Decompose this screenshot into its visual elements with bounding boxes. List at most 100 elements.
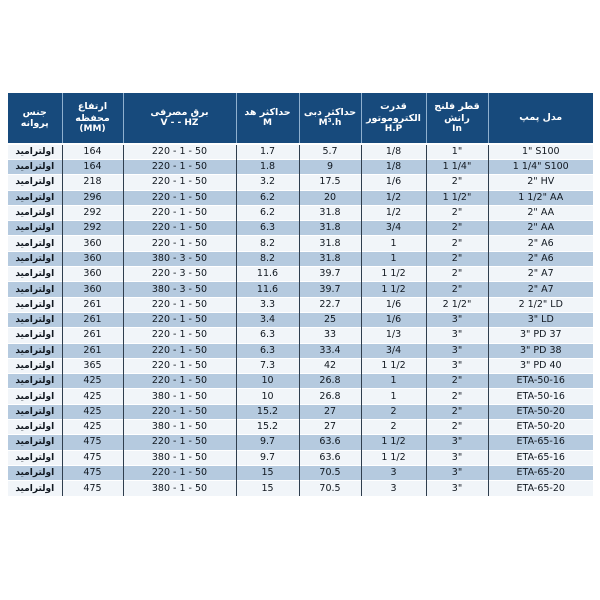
cell-max-flow: 33.4 [298, 342, 361, 359]
cell-discharge-flange-diameter: 3" [425, 327, 488, 344]
cell-power-supply: 220 - 1 - 50 [122, 327, 236, 344]
cell-discharge-flange-diameter: 2" [425, 403, 488, 420]
cell-power-supply: 220 - 1 - 50 [122, 342, 236, 359]
cell-impeller-material: اولترامید [8, 449, 62, 466]
cell-housing-height: 292 [61, 204, 123, 221]
col-header-max-flow: حداکثر دبی M³.h [298, 93, 361, 145]
cell-housing-height: 261 [61, 296, 123, 313]
cell-max-head: 6.3 [235, 327, 299, 344]
table-header: جنس پروانه ارتفاع محفظه (MM) برق مصرفی V… [8, 93, 593, 145]
cell-discharge-flange-diameter: 3" [425, 449, 488, 466]
pump-spec-table: جنس پروانه ارتفاع محفظه (MM) برق مصرفی V… [8, 93, 593, 497]
cell-max-head: 15 [235, 480, 299, 497]
cell-discharge-flange-diameter: 2" [425, 281, 488, 298]
cell-power-supply: 220 - 1 - 50 [122, 464, 236, 481]
col-label-en: M [263, 118, 272, 129]
cell-max-head: 11.6 [235, 266, 299, 282]
cell-housing-height: 475 [61, 449, 123, 466]
cell-max-head: 10 [235, 388, 299, 405]
table-row: اولترامید 164 220 - 1 - 50 1.8 9 1/8 1 1/4" 1 1… [8, 158, 593, 175]
cell-power-supply: 380 - 1 - 50 [122, 480, 236, 497]
cell-housing-height: 296 [61, 189, 123, 206]
cell-impeller-material: اولترامید [8, 311, 62, 328]
cell-discharge-flange-diameter: 1 1/2" [425, 189, 488, 206]
cell-housing-height: 425 [61, 373, 123, 389]
cell-max-flow: 33 [298, 327, 361, 344]
cell-motor-power: 1/6 [360, 311, 426, 328]
cell-impeller-material: اولترامید [8, 480, 62, 497]
cell-max-flow: 26.8 [298, 388, 361, 405]
cell-motor-power: 1 1/2 [360, 266, 426, 282]
cell-impeller-material: اولترامید [8, 342, 62, 359]
cell-motor-power: 1 1/2 [360, 434, 426, 451]
cell-housing-height: 425 [61, 388, 123, 405]
cell-max-head: 15.2 [235, 403, 299, 420]
cell-pump-model: 3" PD 37 [487, 327, 593, 344]
cell-discharge-flange-diameter: 2 1/2" [425, 296, 488, 313]
cell-housing-height: 425 [61, 419, 123, 435]
cell-motor-power: 1 [360, 388, 426, 405]
cell-housing-height: 261 [61, 311, 123, 328]
cell-max-head: 6.2 [235, 189, 299, 206]
cell-discharge-flange-diameter: 3" [425, 342, 488, 359]
cell-max-flow: 63.6 [298, 434, 361, 451]
cell-pump-model: 2" A7 [487, 281, 593, 298]
cell-power-supply: 220 - 1 - 50 [122, 220, 236, 236]
col-label-en: H.P [384, 124, 403, 134]
cell-power-supply: 220 - 1 - 50 [122, 373, 236, 389]
cell-max-flow: 5.7 [298, 143, 361, 160]
cell-housing-height: 292 [61, 220, 123, 236]
cell-impeller-material: اولترامید [8, 373, 62, 389]
cell-discharge-flange-diameter: 1 1/4" [425, 158, 488, 175]
header-row: جنس پروانه ارتفاع محفظه (MM) برق مصرفی V… [8, 93, 593, 145]
cell-max-head: 6.2 [235, 204, 299, 221]
cell-motor-power: 1/3 [360, 327, 426, 344]
cell-impeller-material: اولترامید [8, 296, 62, 313]
table-row: اولترامید 475 380 - 1 - 50 9.7 63.6 1 1/2 3" ET… [8, 449, 593, 466]
cell-pump-model: ETA-65-16 [487, 449, 593, 466]
table-row: اولترامید 261 220 - 1 - 50 6.3 33 1/3 3" 3" PD … [8, 327, 593, 344]
table-row: اولترامید 292 220 - 1 - 50 6.2 31.8 1/2 2" 2" A… [8, 204, 593, 221]
cell-pump-model: ETA-50-16 [487, 373, 593, 389]
cell-motor-power: 1 1/2 [360, 357, 426, 374]
cell-power-supply: 220 - 1 - 50 [122, 311, 236, 328]
cell-pump-model: ETA-65-20 [487, 464, 593, 481]
cell-discharge-flange-diameter: 3" [425, 357, 488, 374]
cell-pump-model: 2" A6 [487, 250, 593, 267]
cell-impeller-material: اولترامید [8, 281, 62, 298]
cell-housing-height: 425 [61, 403, 123, 420]
cell-discharge-flange-diameter: 2" [425, 174, 488, 191]
cell-max-head: 8.2 [235, 235, 299, 252]
cell-motor-power: 3 [360, 480, 426, 497]
cell-impeller-material: اولترامید [8, 235, 62, 252]
table-row: اولترامید 360 220 - 1 - 50 8.2 31.8 1 2" 2" A6 [8, 235, 593, 252]
cell-power-supply: 220 - 1 - 50 [122, 357, 236, 374]
cell-max-head: 3.3 [235, 296, 299, 313]
cell-pump-model: 3" PD 40 [487, 357, 593, 374]
cell-pump-model: ETA-50-20 [487, 419, 593, 435]
cell-power-supply: 380 - 3 - 50 [122, 281, 236, 298]
cell-power-supply: 220 - 1 - 50 [122, 189, 236, 206]
cell-discharge-flange-diameter: 3" [425, 480, 488, 497]
cell-max-head: 1.8 [235, 158, 299, 175]
cell-max-flow: 31.8 [298, 220, 361, 236]
cell-power-supply: 380 - 1 - 50 [122, 419, 236, 435]
table-row: اولترامید 425 380 - 1 - 50 15.2 27 2 2" ETA-50-… [8, 419, 593, 435]
cell-motor-power: 2 [360, 419, 426, 435]
cell-impeller-material: اولترامید [8, 158, 62, 175]
cell-discharge-flange-diameter: 2" [425, 220, 488, 236]
cell-impeller-material: اولترامید [8, 327, 62, 344]
cell-max-flow: 25 [298, 311, 361, 328]
cell-max-flow: 70.5 [298, 464, 361, 481]
cell-impeller-material: اولترامید [8, 357, 62, 374]
cell-housing-height: 360 [61, 235, 123, 252]
cell-power-supply: 220 - 1 - 50 [122, 235, 236, 252]
cell-motor-power: 1 1/2 [360, 449, 426, 466]
col-header-impeller-material: جنس پروانه [8, 93, 62, 145]
cell-discharge-flange-diameter: 2" [425, 204, 488, 221]
cell-housing-height: 475 [61, 464, 123, 481]
cell-max-head: 9.7 [235, 449, 299, 466]
col-label-fa: مدل پمپ [519, 112, 563, 124]
cell-discharge-flange-diameter: 1" [425, 143, 488, 160]
